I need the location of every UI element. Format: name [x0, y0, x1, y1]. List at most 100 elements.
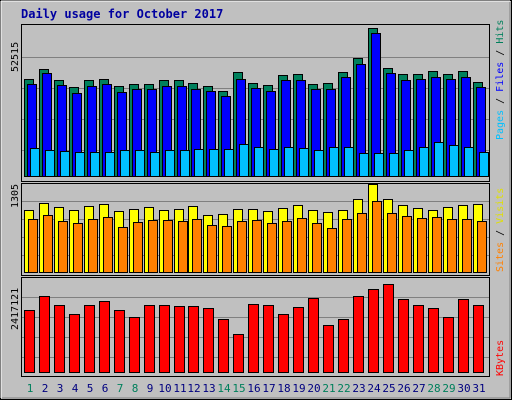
- kbytes-bar-kbytes-day-2: [39, 296, 50, 373]
- hits-bar-pages-day-20: [314, 150, 324, 177]
- hits-bar-pages-day-29: [449, 145, 459, 177]
- legend-visits: Visits: [495, 188, 506, 224]
- visits-bar-sites-day-15: [237, 221, 247, 273]
- visits-bar-sites-day-24: [372, 201, 382, 273]
- visits-bar-sites-day-16: [252, 220, 262, 273]
- kbytes-bar-kbytes-day-16: [248, 304, 259, 373]
- visits-bar-sites-day-30: [462, 219, 472, 273]
- day-label-6: 6: [102, 382, 109, 395]
- kbytes-bar-kbytes-day-7: [114, 310, 125, 373]
- kbytes-bar-kbytes-day-9: [144, 305, 155, 373]
- hits-bar-pages-day-31: [479, 152, 489, 177]
- day-label-25: 25: [382, 382, 395, 395]
- hits-bar-pages-day-5: [90, 152, 100, 177]
- visits-bar-sites-day-9: [148, 220, 158, 273]
- hits-bar-pages-day-16: [254, 147, 264, 177]
- day-label-30: 30: [457, 382, 470, 395]
- day-label-27: 27: [412, 382, 425, 395]
- day-label-9: 9: [147, 382, 154, 395]
- day-label-3: 3: [57, 382, 64, 395]
- visits-bar-sites-day-18: [282, 221, 292, 273]
- kbytes-bar-kbytes-day-18: [278, 314, 289, 373]
- hits-bar-pages-day-26: [404, 150, 414, 177]
- day-label-11: 11: [173, 382, 186, 395]
- hits-bar-pages-day-24: [374, 153, 384, 177]
- day-label-20: 20: [307, 382, 320, 395]
- hits-bar-pages-day-22: [344, 147, 354, 177]
- day-label-29: 29: [442, 382, 455, 395]
- hits-bar-pages-day-30: [464, 147, 474, 177]
- visits-bar-sites-day-5: [88, 219, 98, 273]
- hits-bar-pages-day-4: [75, 152, 85, 177]
- kbytes-bar-kbytes-day-8: [129, 317, 140, 373]
- kbytes-bar-kbytes-day-20: [308, 298, 319, 373]
- visits-bar-sites-day-10: [163, 220, 173, 273]
- kbytes-bar-kbytes-day-27: [413, 305, 424, 373]
- kbytes-bar-kbytes-day-1: [24, 310, 35, 373]
- kbytes-bar-kbytes-day-11: [174, 306, 185, 373]
- visits-bar-sites-day-8: [133, 222, 143, 273]
- kbytes-bar-kbytes-day-29: [443, 317, 454, 373]
- kbytes-bar-kbytes-day-13: [203, 308, 214, 373]
- visits-bar-sites-day-14: [222, 226, 232, 273]
- visits-legend: Sites / Visits: [495, 188, 506, 272]
- kbytes-bar-kbytes-day-31: [473, 305, 484, 373]
- visits-bar-sites-day-2: [43, 215, 53, 273]
- kbytes-bar-kbytes-day-24: [368, 289, 379, 373]
- kbytes-bar-kbytes-day-17: [263, 305, 274, 373]
- hits-bar-pages-day-11: [180, 150, 190, 177]
- hits-bar-pages-day-28: [434, 142, 444, 177]
- legend-files: Files: [495, 62, 506, 92]
- visits-bar-sites-day-6: [103, 217, 113, 273]
- day-label-31: 31: [472, 382, 485, 395]
- hits-bar-pages-day-2: [45, 150, 55, 177]
- kbytes-bar-kbytes-day-14: [218, 319, 229, 373]
- kbytes-bar-kbytes-day-26: [398, 299, 409, 373]
- kbytes-bar-kbytes-day-30: [458, 299, 469, 373]
- visits-bar-sites-day-23: [357, 213, 367, 273]
- hits-bar-pages-day-15: [239, 144, 249, 177]
- day-label-18: 18: [277, 382, 290, 395]
- hits-bar-pages-day-8: [135, 150, 145, 177]
- day-label-24: 24: [367, 382, 381, 395]
- hits-bar-pages-day-6: [105, 152, 115, 177]
- day-label-8: 8: [132, 382, 139, 395]
- visits-bar-sites-day-26: [402, 216, 412, 273]
- kbytes-bar-kbytes-day-25: [383, 284, 394, 373]
- day-label-15: 15: [232, 382, 245, 395]
- hits-legend: Pages / Files / Hits: [495, 20, 506, 140]
- kbytes-bar-kbytes-day-28: [428, 308, 439, 373]
- hits-bar-pages-day-21: [329, 147, 339, 177]
- kbytes-bar-kbytes-day-5: [84, 305, 95, 373]
- hits-bar-pages-day-7: [120, 150, 130, 177]
- day-label-17: 17: [262, 382, 275, 395]
- hits-bar-pages-day-25: [389, 153, 399, 177]
- kbytes-bar-kbytes-day-23: [353, 296, 364, 373]
- visits-bar-sites-day-4: [73, 223, 83, 273]
- kbytes-bar-kbytes-day-3: [54, 305, 65, 373]
- day-label-26: 26: [397, 382, 410, 395]
- hits-bar-pages-day-18: [284, 147, 294, 177]
- visits-bar-sites-day-7: [118, 227, 128, 273]
- visits-bar-sites-day-22: [342, 219, 352, 273]
- visits-bar-sites-day-21: [327, 228, 337, 273]
- visits-bar-sites-day-27: [417, 218, 427, 273]
- day-label-13: 13: [202, 382, 215, 395]
- day-label-12: 12: [187, 382, 200, 395]
- visits-bar-sites-day-31: [477, 221, 487, 273]
- day-label-21: 21: [322, 382, 335, 395]
- day-labels: 1 2 3 4 5 6 7 8 9 10 11 12 13 14 15 16 17 18 19 20 21 22 23 24 2…: [27, 382, 486, 395]
- day-label-19: 19: [292, 382, 305, 395]
- hits-bar-pages-day-9: [150, 152, 160, 177]
- bars-layer: [24, 28, 489, 373]
- hits-bar-pages-day-1: [30, 148, 40, 177]
- day-label-4: 4: [72, 382, 79, 395]
- day-label-23: 23: [352, 382, 365, 395]
- day-label-28: 28: [427, 382, 440, 395]
- hits-bar-pages-day-10: [165, 150, 175, 177]
- visits-bar-sites-day-29: [447, 219, 457, 273]
- day-label-22: 22: [337, 382, 350, 395]
- visits-bar-sites-day-1: [28, 219, 38, 273]
- hits-bar-pages-day-12: [194, 149, 204, 177]
